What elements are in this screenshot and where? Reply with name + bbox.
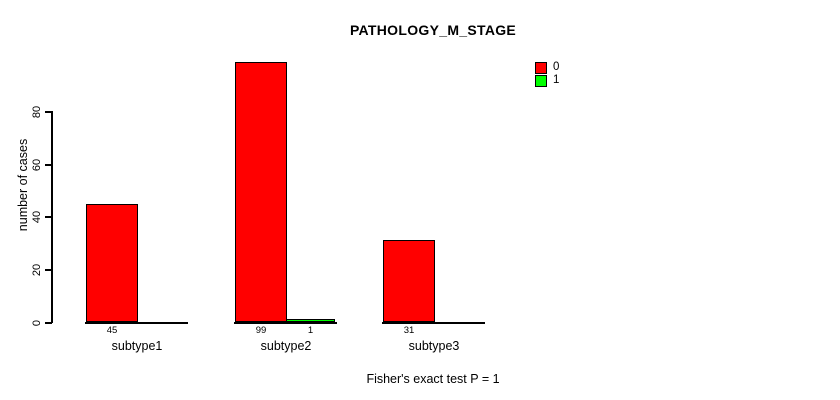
chart-title: PATHOLOGY_M_STAGE bbox=[349, 22, 517, 38]
legend-swatch-1 bbox=[535, 74, 547, 87]
y-tick-label: 20 bbox=[31, 263, 43, 277]
legend-entry-1: 1 bbox=[535, 74, 559, 87]
category-label-subtype1: subtype1 bbox=[111, 339, 163, 353]
y-tick-label: 60 bbox=[31, 158, 43, 172]
category-label-subtype3: subtype3 bbox=[408, 339, 460, 353]
legend-label: 0 bbox=[553, 61, 560, 73]
y-tick-label: 40 bbox=[31, 210, 43, 224]
y-axis-line bbox=[51, 111, 53, 323]
x-axis-baseline-subtype3 bbox=[382, 322, 485, 324]
bar-subtype1-group0 bbox=[86, 204, 138, 322]
y-tick-mark bbox=[45, 111, 52, 113]
bar-subtype3-group0 bbox=[383, 240, 435, 322]
y-tick-mark bbox=[45, 216, 52, 218]
legend-entry-0: 0 bbox=[535, 61, 559, 74]
bar-count-label-subtype2-group0: 99 bbox=[255, 325, 267, 336]
legend-label: 1 bbox=[553, 74, 560, 86]
legend-swatch-0 bbox=[535, 61, 547, 74]
x-axis-baseline-subtype2 bbox=[234, 322, 337, 324]
y-tick-mark bbox=[45, 322, 52, 324]
bar-subtype2-group1 bbox=[286, 319, 335, 322]
y-axis-label: number of cases bbox=[16, 138, 30, 232]
bar-subtype2-group0 bbox=[235, 62, 287, 322]
y-tick-label: 0 bbox=[31, 319, 43, 327]
y-tick-label: 80 bbox=[31, 105, 43, 119]
y-tick-mark bbox=[45, 269, 52, 271]
x-axis-baseline-subtype1 bbox=[85, 322, 188, 324]
category-label-subtype2: subtype2 bbox=[260, 339, 312, 353]
y-tick-mark bbox=[45, 164, 52, 166]
bar-count-label-subtype2-group1: 1 bbox=[307, 325, 314, 336]
bar-count-label-subtype3-group0: 31 bbox=[403, 325, 415, 336]
bar-count-label-subtype1-group0: 45 bbox=[106, 325, 118, 336]
stat-test-note: Fisher's exact test P = 1 bbox=[366, 372, 500, 386]
